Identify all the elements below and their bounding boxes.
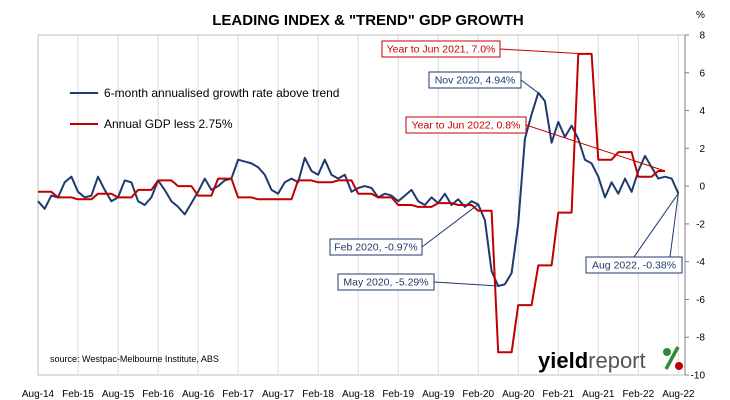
legend: 6-month annualised growth rate above tre… (70, 86, 339, 131)
annotation-box (381, 40, 501, 58)
series-line-annual-gdp (38, 52, 665, 354)
logo-word-yield: yield (538, 348, 588, 373)
legend-label-gdp: Annual GDP less 2.75% (104, 117, 233, 131)
y-tick-label: -10 (691, 371, 706, 382)
x-tick-label: Feb-19 (382, 389, 414, 400)
series-layer (37, 52, 680, 354)
chart-title: LEADING INDEX & "TREND" GDP GROWTH (212, 12, 523, 29)
y-tick-label: -4 (696, 257, 705, 268)
x-tick-label: Feb-18 (302, 389, 334, 400)
axes: Aug-14 Feb-15 Aug-15 Feb-16 Aug-16 Feb-17 Aug-… (22, 31, 706, 400)
annotation-leader (633, 193, 679, 258)
x-tick-label: Feb-21 (542, 389, 574, 400)
x-tick-label: Aug-18 (342, 389, 375, 400)
annotation-leader (421, 204, 479, 248)
x-tick-label: Aug-21 (582, 389, 615, 400)
annotation-leader (433, 281, 499, 287)
yieldreport-logo: yieldreport (538, 346, 683, 373)
y-tick-label: -8 (696, 333, 705, 344)
x-tick-label: Feb-16 (142, 389, 174, 400)
x-tick-label: Aug-16 (182, 389, 215, 400)
annotation-label: Feb 2020, -0.97% (334, 242, 417, 254)
annotation-box (337, 273, 435, 291)
x-tick-label: Feb-22 (622, 389, 654, 400)
annotation-label: Aug 2022, -0.38% (592, 260, 676, 272)
y-tick-label: 4 (699, 106, 705, 117)
x-tick-label: Aug-15 (102, 389, 135, 400)
annotation-box (428, 71, 522, 89)
annotation-leader (525, 124, 666, 172)
annotation-leader (499, 48, 585, 55)
annotation-label: Nov 2020, 4.94% (435, 75, 516, 87)
legend-label-leading: 6-month annualised growth rate above tre… (104, 86, 339, 100)
x-tick-label: Feb-20 (462, 389, 494, 400)
x-tick-label: Aug-20 (502, 389, 535, 400)
annotation-box (405, 116, 527, 134)
annotation-leader (520, 79, 539, 94)
annotations: Year to Jun 2021, 7.0% Nov 2020, 4.94% Yea… (329, 40, 683, 291)
y-tick-label: 2 (699, 144, 705, 155)
x-tick-label: Aug-22 (662, 389, 695, 400)
annotation-leader (669, 193, 679, 258)
annotation-box (585, 256, 683, 274)
x-tick-label: Aug-19 (422, 389, 455, 400)
y-axis-unit: % (696, 10, 705, 21)
gridlines (37, 34, 686, 376)
x-tick-label: Aug-14 (22, 389, 55, 400)
x-tick-label: Feb-15 (62, 389, 94, 400)
source-note: source: Westpac-Melbourne Institute, ABS (50, 354, 219, 364)
annotation-label: Year to Jun 2022, 0.8% (412, 120, 521, 132)
series-line-leading-index (37, 91, 680, 287)
logo-percent-icon (663, 346, 683, 370)
annotation-box (329, 238, 423, 256)
logo-wordmark: yieldreport (538, 348, 646, 373)
y-tick-label: -6 (696, 295, 705, 306)
y-tick-label: 6 (699, 68, 705, 79)
y-tick-label: -2 (696, 219, 705, 230)
y-tick-label: 0 (699, 182, 705, 193)
x-tick-label: Aug-17 (262, 389, 295, 400)
annotation-label: Year to Jun 2021, 7.0% (387, 44, 496, 56)
y-tick-label: 8 (699, 31, 705, 42)
annotation-label: May 2020, -5.29% (343, 277, 428, 289)
logo-word-report: report (588, 348, 645, 373)
x-tick-label: Feb-17 (222, 389, 254, 400)
